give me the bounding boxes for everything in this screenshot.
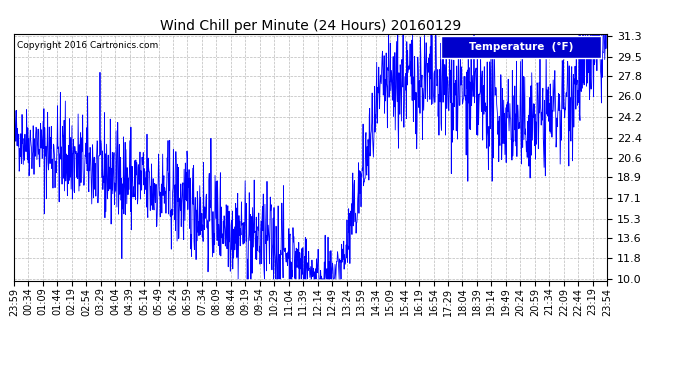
Title: Wind Chill per Minute (24 Hours) 20160129: Wind Chill per Minute (24 Hours) 2016012… xyxy=(160,19,461,33)
Text: Copyright 2016 Cartronics.com: Copyright 2016 Cartronics.com xyxy=(17,41,158,50)
